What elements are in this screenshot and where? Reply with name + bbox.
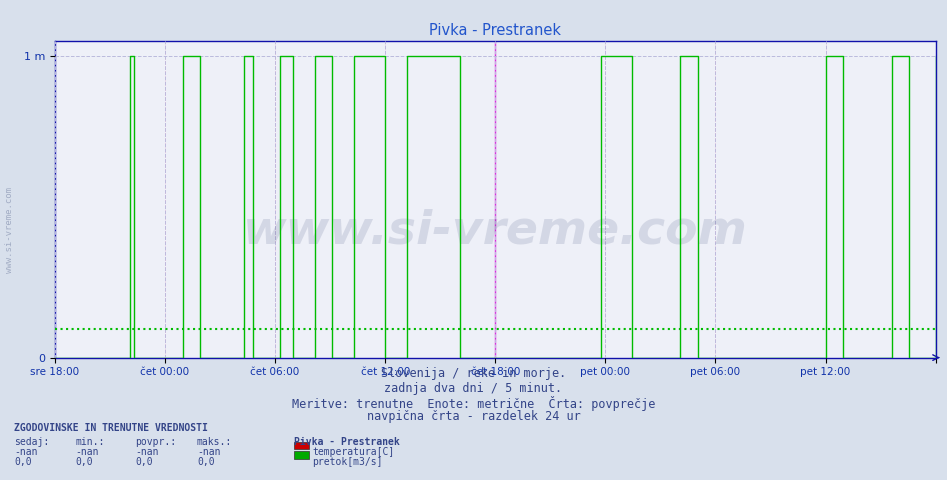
Text: povpr.:: povpr.:	[135, 437, 176, 447]
Text: -nan: -nan	[14, 447, 38, 457]
Text: -nan: -nan	[135, 447, 159, 457]
Text: www.si-vreme.com: www.si-vreme.com	[5, 187, 14, 274]
Text: Pivka - Prestranek: Pivka - Prestranek	[294, 437, 400, 447]
Text: Slovenija / reke in morje.: Slovenija / reke in morje.	[381, 367, 566, 380]
Text: min.:: min.:	[76, 437, 105, 447]
Text: 0,0: 0,0	[197, 457, 215, 467]
Text: temperatura[C]: temperatura[C]	[313, 447, 395, 457]
Text: zadnja dva dni / 5 minut.: zadnja dva dni / 5 minut.	[384, 382, 563, 395]
Title: Pivka - Prestranek: Pivka - Prestranek	[429, 23, 562, 38]
Text: -nan: -nan	[76, 447, 99, 457]
Text: navpična črta - razdelek 24 ur: navpična črta - razdelek 24 ur	[366, 410, 581, 423]
Text: ZGODOVINSKE IN TRENUTNE VREDNOSTI: ZGODOVINSKE IN TRENUTNE VREDNOSTI	[14, 423, 208, 433]
Text: sedaj:: sedaj:	[14, 437, 49, 447]
Text: Meritve: trenutne  Enote: metrične  Črta: povprečje: Meritve: trenutne Enote: metrične Črta: …	[292, 396, 655, 411]
Text: pretok[m3/s]: pretok[m3/s]	[313, 457, 383, 467]
Text: 0,0: 0,0	[76, 457, 94, 467]
Text: maks.:: maks.:	[197, 437, 232, 447]
Text: 0,0: 0,0	[14, 457, 32, 467]
Text: -nan: -nan	[197, 447, 221, 457]
Text: www.si-vreme.com: www.si-vreme.com	[242, 208, 748, 253]
Text: 0,0: 0,0	[135, 457, 153, 467]
